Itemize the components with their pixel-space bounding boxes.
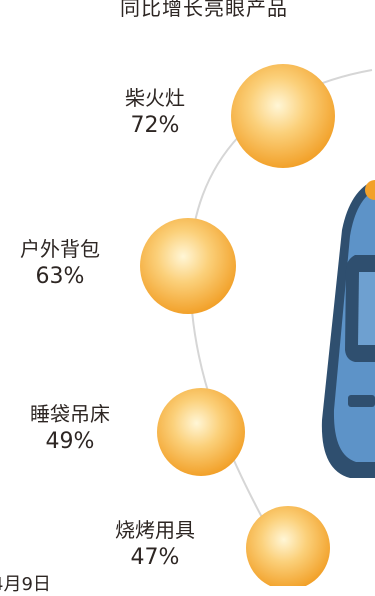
item-label-4: 烧烤用具 47% [95, 516, 215, 572]
bubble-3 [157, 388, 245, 476]
item-label-2: 户外背包 63% [0, 235, 120, 291]
item-name: 烧烤用具 [115, 518, 195, 542]
chart-title: 同比增长亮眼产品 [120, 0, 288, 20]
item-percent: 63% [35, 264, 85, 289]
item-name: 睡袋吊床 [30, 402, 110, 426]
bubble-4 [246, 506, 330, 586]
item-percent: 72% [130, 113, 180, 138]
footer-date: 4月9日 [0, 574, 51, 595]
item-name: 柴火灶 [125, 86, 185, 110]
item-name: 户外背包 [20, 237, 100, 261]
bubble-2 [140, 218, 236, 314]
item-label-3: 睡袋吊床 49% [10, 400, 130, 456]
backpack-illustration [321, 180, 375, 478]
item-percent: 47% [130, 545, 180, 570]
item-label-1: 柴火灶 72% [95, 84, 215, 140]
item-percent: 49% [45, 429, 95, 454]
bubble-1 [231, 64, 335, 168]
